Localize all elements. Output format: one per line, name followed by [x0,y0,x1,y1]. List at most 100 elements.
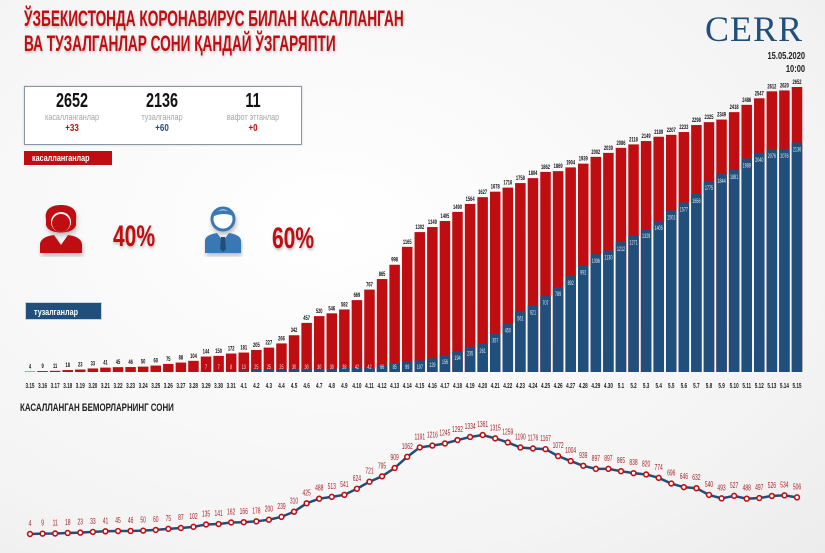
infected-value-label: 205 [253,342,260,349]
infected-value-label: 1627 [478,189,487,196]
line-value-label: 540 [705,481,713,489]
time: 10:00 [785,64,805,75]
stat-label: тузалганлар [141,112,183,122]
recovered-value-label: 85 [393,364,397,371]
recovered-value-label: 1096 [592,258,600,265]
x-tick-label: 4.27 [566,382,575,390]
line-value-label: 721 [365,468,373,476]
line-point [642,471,650,478]
x-tick-label: 5.11 [742,382,751,390]
timestamp: 15.05.2020 10:00 [755,50,805,76]
line-value-label: 696 [667,470,675,478]
line-value-label: 527 [730,482,738,490]
stat-delta: +0 [248,123,258,134]
x-tick-label: 5.5 [668,382,675,390]
x-tick-label: 3.24 [139,382,148,390]
x-tick-label: 4.30 [604,382,613,390]
stats-box: 2652 касалланганлар +33 2136 тузалганлар… [24,86,302,145]
bar-infected [376,279,388,372]
bar-recovered [213,371,224,372]
x-tick-label: 4.10 [352,382,361,390]
recovered-value-label: 107 [417,364,423,371]
line-value-label: 425 [302,489,310,497]
bar-recovered [766,148,778,372]
line-point [89,528,97,536]
recovered-value-label: 156 [442,359,448,366]
line-point [114,527,122,535]
date: 15.05.2020 [767,51,805,62]
bar-infected [125,367,136,372]
bar-infected [213,355,224,372]
title-line-1: ЎЗБЕКИСТОНДА КОРОНАВИРУС БИЛАН КАСАЛЛАНГ… [24,6,404,31]
recovered-value-label: 1988 [743,163,751,170]
line-value-label: 45 [115,517,121,525]
bar-infected [339,309,350,372]
line-value-label: 50 [140,517,146,525]
line-point [366,478,373,485]
infected-value-label: 23 [78,362,82,369]
infected-value-label: 2207 [667,127,676,134]
line-point [102,528,109,535]
bar-infected [100,367,111,372]
line-point [378,473,386,480]
line-point [680,483,688,491]
line-point [26,530,34,538]
bar-recovered [339,367,350,372]
infected-value-label: 457 [303,315,310,322]
bar-infected [75,369,86,372]
line-value-label: 909 [391,454,399,462]
infected-value-label: 520 [316,308,323,315]
recovered-value-label: 1881 [730,174,738,181]
infected-value-label: 2039 [604,145,613,152]
cerr-logo: CERR [705,9,804,49]
line-value-label: 646 [680,473,688,481]
line-point [429,442,436,449]
x-tick-label: 3.15 [25,382,34,390]
bar-recovered [326,368,338,372]
recovered-value-label: 42 [367,364,371,371]
page-title: ЎЗБЕКИСТОНДА КОРОНАВИРУС БИЛАН КАСАЛЛАНГ… [24,6,636,56]
man-icon [205,206,241,253]
x-tick-label: 5.15 [792,382,801,390]
line-value-label: 310 [290,498,298,506]
infected-value-label: 33 [91,361,95,368]
line-value-label: 9 [41,520,44,528]
x-tick-label: 3.30 [214,382,223,390]
bar-recovered [414,360,426,372]
x-tick-label: 3.22 [114,382,123,390]
infected-value-label: 1939 [579,156,588,163]
infected-value-label: 181 [240,345,247,352]
line-value-label: 162 [227,508,235,516]
line-value-label: 541 [340,481,348,489]
line-point [517,444,524,451]
bar-infected [263,347,275,372]
recovered-value-label: 30 [292,364,296,371]
x-tick-label: 4.8 [329,382,336,390]
bar-recovered [225,371,237,372]
x-tick-label: 5.13 [767,382,776,390]
legend-infected: касалланганлар [24,151,112,165]
bar-recovered [288,368,300,372]
line-point [39,530,46,537]
woman-icon [40,205,82,253]
infected-value-label: 342 [291,327,298,334]
recovered-value-label: 13 [242,364,246,371]
bar-recovered [313,368,325,372]
line-point [278,513,285,521]
x-tick-label: 3.27 [176,382,185,390]
male-percent: 60% [272,222,315,255]
x-tick-label: 5.14 [780,382,789,390]
line-value-label: 200 [265,506,273,514]
recovered-value-label: 25 [254,364,258,371]
infected-value-label: 1349 [428,219,437,226]
line-value-label: 102 [189,513,197,521]
bar-recovered [515,311,526,372]
bar-recovered [263,369,275,372]
x-tick-label: 4.14 [403,382,412,390]
line-point [705,491,713,499]
line-point [781,492,788,499]
recovered-value-label: 194 [454,355,460,362]
line-value-label: 493 [717,484,725,492]
recovered-value-label: 789 [555,291,561,298]
stat-delta: +60 [155,123,169,134]
